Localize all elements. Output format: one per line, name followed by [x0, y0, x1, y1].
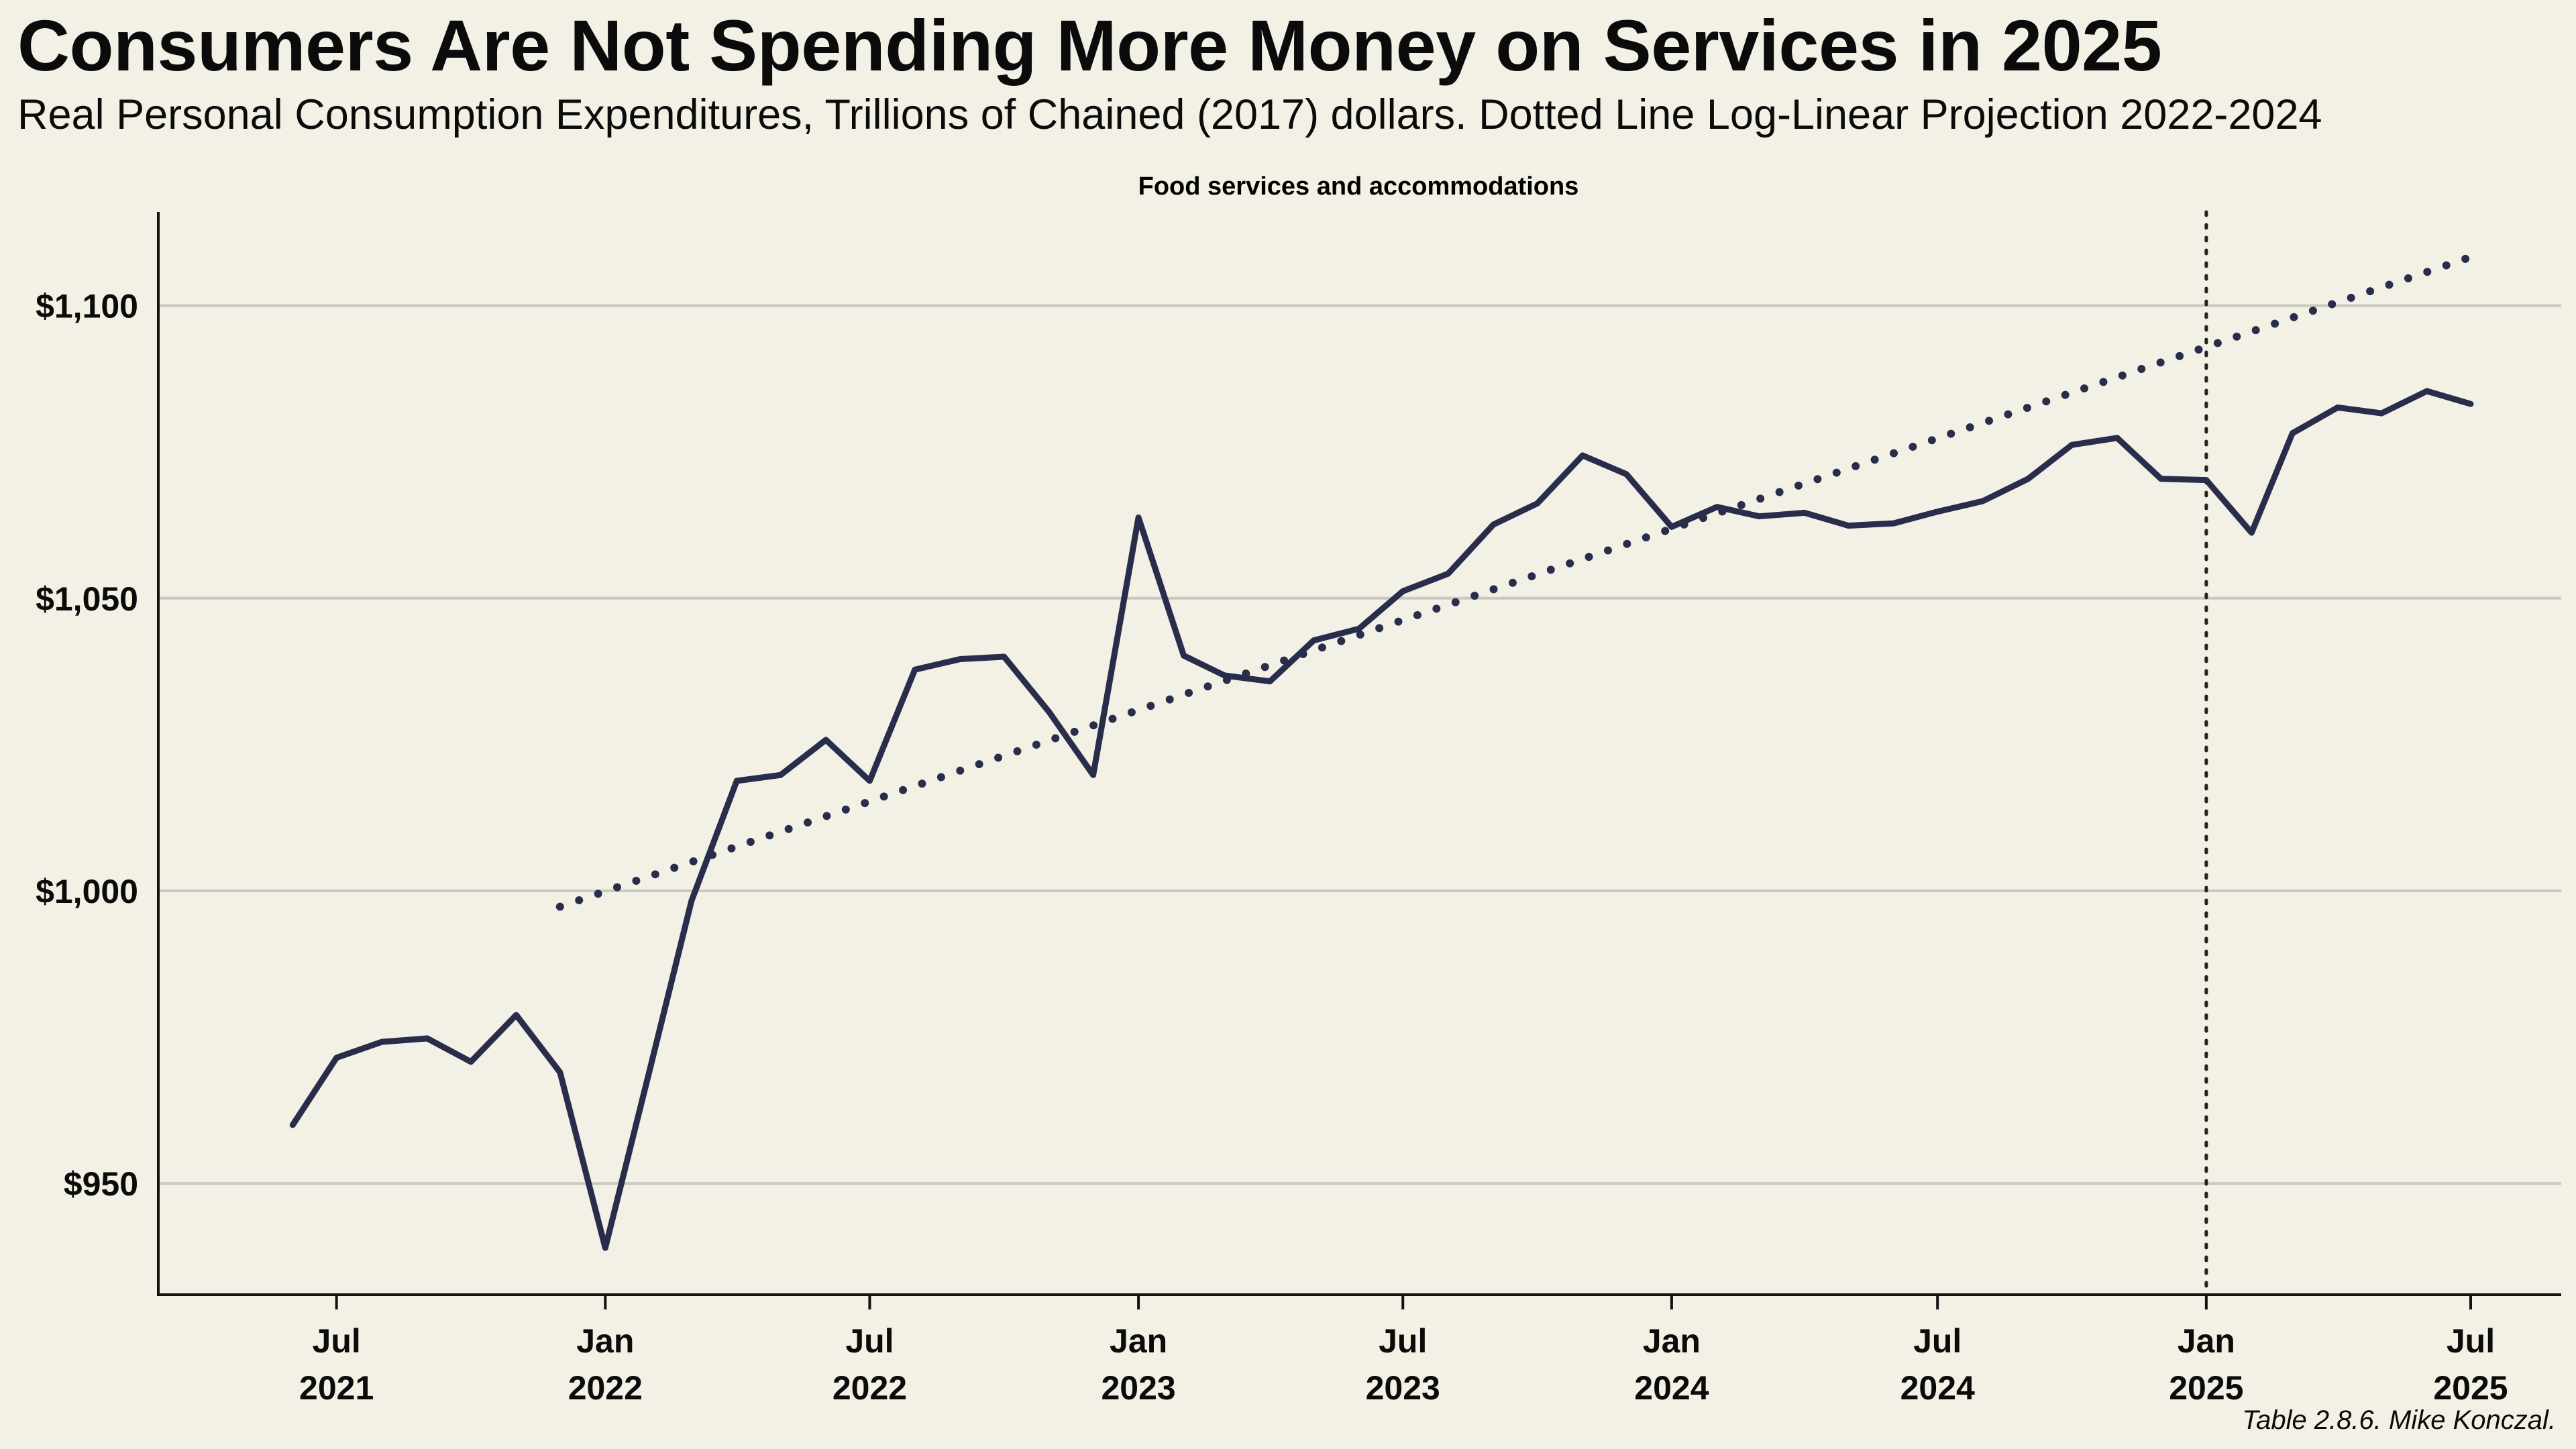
x-tick-year: 2025: [2433, 1369, 2508, 1407]
x-tick-year: 2024: [1900, 1369, 1975, 1407]
x-tick-year: 2022: [833, 1369, 907, 1407]
x-tick-month: Jan: [1643, 1322, 1701, 1360]
x-tick-year: 2022: [568, 1369, 643, 1407]
series-line: [289, 388, 2474, 1251]
x-tick-year: 2023: [1101, 1369, 1175, 1407]
x-tick-month: Jul: [2447, 1322, 2495, 1360]
y-tick-label: $1,100: [36, 288, 138, 325]
tick-labels: $950 $1,000 $1,050 $1,100 Jul 2021 Jan 2022 Jul 2…: [36, 288, 2508, 1407]
chart-title: Consumers Are Not Spending More Money on…: [17, 5, 2162, 86]
x-tick-month: Jan: [576, 1322, 634, 1360]
x-tick-month: Jul: [1379, 1322, 1427, 1360]
y-tick-label: $950: [64, 1165, 138, 1203]
x-tick-month: Jan: [2178, 1322, 2235, 1360]
y-tick-label: $1,000: [36, 873, 138, 910]
axes: [157, 212, 2561, 1309]
y-tick-label: $1,050: [36, 580, 138, 618]
x-tick-month: Jul: [1913, 1322, 1962, 1360]
source-caption: Table 2.8.6. Mike Konczal.: [2242, 1405, 2556, 1435]
panel-title: Food services and accommodations: [1138, 172, 1579, 201]
x-tick-month: Jan: [1110, 1322, 1167, 1360]
projection-line: [555, 253, 2475, 911]
x-tick-year: 2021: [299, 1369, 374, 1407]
series-lines: [289, 253, 2475, 1251]
chart-subtitle: Real Personal Consumption Expenditures, …: [17, 91, 2322, 138]
x-tick-month: Jul: [845, 1322, 894, 1360]
x-tick-year: 2024: [1634, 1369, 1709, 1407]
gridlines: [158, 304, 2561, 1185]
x-tick-month: Jul: [313, 1322, 361, 1360]
x-tick-year: 2025: [2169, 1369, 2243, 1407]
x-tick-year: 2023: [1366, 1369, 1440, 1407]
